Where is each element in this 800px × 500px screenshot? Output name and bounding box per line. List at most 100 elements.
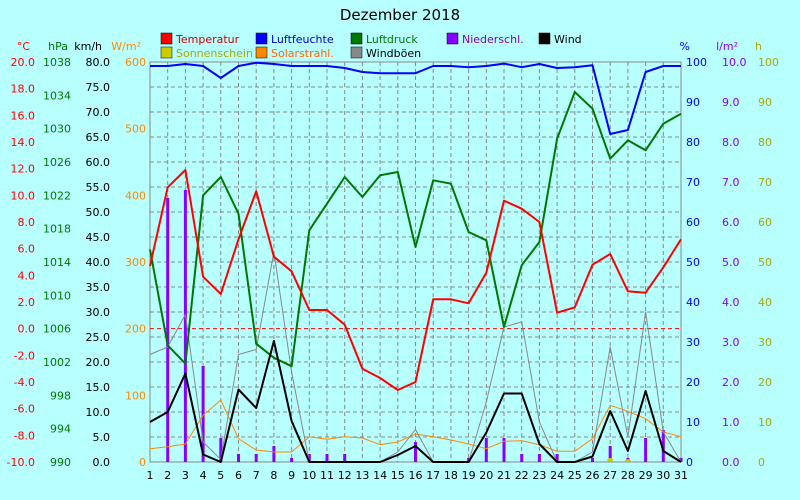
y-tick-label: 1038 — [43, 56, 71, 69]
bar — [307, 454, 311, 462]
unit-label-w-m: W/m² — [111, 40, 141, 53]
bar — [183, 190, 187, 462]
y-tick-label: 50 — [686, 256, 700, 269]
legend-label: Sonnenschein — [176, 47, 253, 60]
y-tick-label: 400 — [125, 189, 146, 202]
x-tick-label: 7 — [253, 469, 260, 482]
y-tick-label: 4.0 — [722, 296, 740, 309]
y-tick-label: 10.0 — [86, 406, 111, 419]
y-tick-label: 20 — [758, 376, 772, 389]
x-tick-label: 15 — [391, 469, 405, 482]
y-tick-label: 50 — [758, 256, 772, 269]
y-tick-label: 6.0 — [722, 216, 740, 229]
legend-swatch — [255, 46, 268, 59]
x-tick-label: 22 — [515, 469, 529, 482]
y-tick-label: 2.0 — [18, 296, 36, 309]
series-line-luftfeuchte — [150, 61, 681, 135]
unit-label-c: °C — [17, 40, 31, 53]
x-tick-label: 9 — [288, 469, 295, 482]
x-tick-label: 28 — [621, 469, 635, 482]
y-tick-label: 200 — [125, 323, 146, 336]
y-tick-label: 7.0 — [722, 176, 740, 189]
y-axis-h: 0 10 20 30 40 50 60 70 80 90 100 — [758, 56, 779, 469]
y-tick-label: 25.0 — [86, 331, 111, 344]
x-tick-label: 1 — [147, 469, 154, 482]
x-tick-label: 30 — [656, 469, 670, 482]
y-tick-label: 40 — [758, 296, 772, 309]
legend-item-niederschl: Niederschl. — [446, 32, 524, 46]
legend-item-sonnenschein: Sonnenschein — [160, 46, 253, 60]
y-tick-label: 100 — [758, 56, 779, 69]
x-tick-label: 31 — [674, 469, 688, 482]
bar — [272, 446, 276, 462]
bar-series-niederschl — [166, 190, 683, 462]
x-tick-label: 13 — [355, 469, 369, 482]
y-tick-label: 30 — [758, 336, 772, 349]
y-tick-label: 40 — [686, 296, 700, 309]
bar — [290, 458, 294, 462]
x-tick-label: 5 — [217, 469, 224, 482]
y-axes: -10.0 -8.0 -6.0 -4.0 -2.0 0.0 2.0 4.0 6.0 8.0 10.0… — [7, 56, 779, 469]
bar — [502, 438, 506, 462]
y-tick-label: 5.0 — [722, 256, 740, 269]
y-tick-label: 8.0 — [18, 216, 36, 229]
y-tick-label: 20.0 — [86, 356, 111, 369]
x-tick-label: 6 — [235, 469, 242, 482]
y-tick-label: 90 — [758, 96, 772, 109]
y-tick-label: 90 — [686, 96, 700, 109]
bar — [537, 454, 541, 462]
series-line-wind — [149, 340, 682, 463]
y-tick-label: 75.0 — [86, 81, 111, 94]
legend-swatch — [160, 46, 173, 59]
y-tick-label: 1034 — [43, 89, 71, 102]
y-tick-label: 60.0 — [86, 156, 111, 169]
legend-label: Solarstrahl. — [271, 47, 334, 60]
bar — [607, 458, 614, 462]
y-tick-label: -4.0 — [14, 376, 35, 389]
y-tick-label: 3.0 — [722, 336, 740, 349]
bar — [679, 458, 683, 462]
y-tick-label: 0.0 — [722, 456, 740, 469]
y-tick-label: 300 — [125, 256, 146, 269]
y-tick-label: 10.0 — [722, 56, 747, 69]
x-tick-label: 12 — [338, 469, 352, 482]
y-tick-label: 500 — [125, 123, 146, 136]
y-tick-label: 65.0 — [86, 131, 111, 144]
y-tick-label: 55.0 — [86, 181, 111, 194]
x-tick-label: 20 — [479, 469, 493, 482]
bar — [644, 438, 648, 462]
x-tick-label: 16 — [409, 469, 423, 482]
bar-series-sonnenschein — [607, 458, 631, 462]
bar — [661, 430, 665, 462]
y-tick-label: 1030 — [43, 123, 71, 136]
y-tick-label: 0 — [686, 456, 693, 469]
y-tick-label: 9.0 — [722, 96, 740, 109]
unit-label-: % — [680, 40, 690, 53]
bar — [414, 442, 417, 462]
y-tick-label: 1026 — [43, 156, 71, 169]
x-tick-label: 18 — [444, 469, 458, 482]
x-tick-label: 2 — [164, 469, 171, 482]
y-tick-label: 30.0 — [86, 306, 111, 319]
x-tick-label: 14 — [373, 469, 387, 482]
bar — [325, 454, 329, 462]
bar — [254, 454, 258, 462]
legend-label: Luftfeuchte — [271, 33, 334, 46]
y-tick-label: 60 — [758, 216, 772, 229]
x-tick-label: 24 — [550, 469, 564, 482]
bar — [591, 458, 594, 462]
y-axis-: 0 10 20 30 40 50 60 70 80 90 100 — [686, 56, 707, 469]
bar — [201, 366, 205, 462]
x-tick-label: 27 — [603, 469, 617, 482]
legend-swatch — [350, 46, 363, 59]
x-tick-label: 3 — [182, 469, 189, 482]
y-tick-label: 12.0 — [11, 163, 36, 176]
y-tick-label: 80.0 — [86, 56, 111, 69]
y-tick-label: 10 — [686, 416, 700, 429]
y-tick-label: 0 — [758, 456, 765, 469]
y-axis-l-m: 0.0 1.0 2.0 3.0 4.0 5.0 6.0 7.0 8.0 9.0 10.0 — [722, 56, 747, 469]
legend-swatch — [538, 32, 551, 45]
legend-swatch — [350, 32, 363, 45]
